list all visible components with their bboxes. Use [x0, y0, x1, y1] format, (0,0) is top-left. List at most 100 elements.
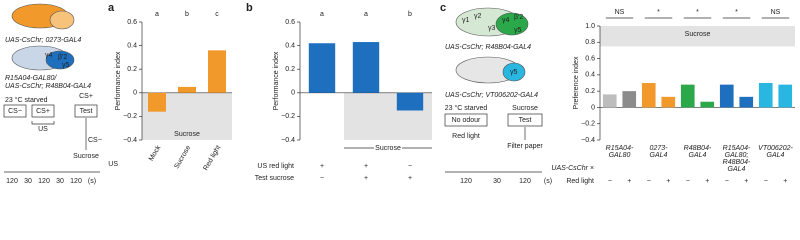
row-mark: +: [408, 175, 412, 182]
row-mark: −: [647, 178, 651, 185]
y-axis-label: Preference index: [573, 56, 580, 109]
shade-label: Sucrose: [685, 31, 711, 38]
brain-shape: [49, 10, 75, 30]
glomerulus: β′2: [514, 14, 523, 21]
y-tick-label: −0.4: [581, 137, 595, 144]
y-tick-label: 0.6: [285, 19, 295, 26]
genotype: UAS-CsChr; 0273-GAL4: [5, 37, 81, 44]
group-label: GAL80;: [725, 152, 749, 159]
row-label: Red light: [566, 178, 594, 185]
figure: UAS-CsChr; 0273-GAL4 γ4 β′2 γ5 R15A04-GA…: [3, 2, 795, 185]
group-label: GAL80: [609, 152, 631, 159]
condition: 23 °C starved: [445, 104, 488, 112]
row-label: Test sucrose: [255, 175, 294, 182]
panel-label: b: [246, 2, 253, 14]
brain-shape: [45, 50, 75, 70]
row-mark: −: [408, 163, 412, 170]
genotype: UAS-CsChr; R48B04-GAL4: [5, 83, 91, 90]
genotype: UAS-CsChr; R48B04-GAL4: [445, 44, 531, 51]
y-tick-label: 0.6: [127, 19, 137, 26]
y-tick-label: 0: [291, 90, 295, 97]
shade-label-bg: [374, 144, 402, 152]
step-box: [31, 104, 55, 118]
bar: [758, 83, 773, 108]
y-tick-label: 0.4: [585, 72, 595, 79]
glomerulus: γ5: [514, 27, 522, 34]
x-tick-label: Red light: [202, 144, 222, 171]
diagram-c: γ1 γ2 γ3 γ4 β′2 γ5 UAS-CsChr; R48B04-GAL…: [444, 7, 552, 185]
row-mark: +: [783, 178, 787, 185]
genotype: UAS-CsChr; VT006202-GAL4: [445, 92, 538, 99]
group-label: R15A04-: [606, 145, 634, 152]
group-label: R48B04-: [684, 145, 712, 152]
timeline: 30: [493, 178, 501, 185]
y-axis-label: Performance index: [115, 51, 122, 110]
glomerulus: γ5: [510, 69, 518, 76]
group-label: 0273-: [650, 145, 669, 152]
group-label: VT006202-: [758, 145, 793, 152]
glomerulus: γ5: [62, 62, 70, 69]
y-tick-label: 1.0: [585, 23, 595, 30]
bracket: [31, 121, 55, 125]
bar: [308, 43, 336, 93]
row-mark: −: [686, 178, 690, 185]
bar: [680, 84, 695, 108]
step-box: [3, 104, 27, 118]
row-mark: −: [608, 178, 612, 185]
shade-label: Sucrose: [174, 131, 200, 138]
bar: [700, 101, 715, 108]
significance-letter: c: [215, 11, 219, 18]
y-tick-label: 0.6: [585, 55, 595, 62]
group-label: R48B04-: [723, 159, 751, 166]
glomerulus: β′2: [58, 54, 67, 61]
glomerulus: γ2: [474, 13, 482, 20]
x-tick-label: Mock: [148, 144, 163, 162]
bar: [739, 96, 754, 108]
shade: [600, 26, 795, 47]
y-tick-label: 0: [591, 104, 595, 111]
step-label: CS+: [79, 93, 93, 100]
step-box: [507, 113, 543, 127]
brain-shape: [502, 62, 526, 82]
row-mark: +: [320, 163, 324, 170]
timeline: 30: [56, 178, 64, 185]
significance: NS: [615, 9, 625, 16]
step: Test: [80, 108, 93, 115]
glomerulus: γ4: [502, 17, 510, 24]
bar: [396, 92, 424, 111]
row-mark: +: [666, 178, 670, 185]
step-label: CS−: [88, 137, 102, 144]
x-tick-label: Sucrose: [173, 144, 192, 170]
glomerulus: γ4: [45, 52, 53, 59]
row-mark: +: [627, 178, 631, 185]
glomerulus: γ1: [462, 17, 470, 24]
row-mark: +: [744, 178, 748, 185]
bar: [208, 50, 226, 93]
y-tick-label: 0.2: [127, 66, 137, 73]
step: CS−: [8, 108, 22, 115]
row-mark: +: [364, 175, 368, 182]
row-label: US red light: [257, 163, 294, 170]
significance-letter: b: [408, 11, 412, 18]
y-tick-label: 0.4: [127, 42, 137, 49]
brain-shape: [495, 12, 529, 36]
diagram-a: UAS-CsChr; 0273-GAL4 γ4 β′2 γ5 R15A04-GA…: [3, 3, 102, 185]
y-tick-label: 0: [133, 90, 137, 97]
bar: [778, 84, 793, 108]
step: CS+: [36, 108, 50, 115]
significance: *: [735, 9, 738, 16]
significance-letter: b: [185, 11, 189, 18]
timeline: 120: [6, 178, 18, 185]
bar: [148, 92, 166, 112]
timeline: 120: [460, 178, 472, 185]
y-tick-label: 0.2: [585, 88, 595, 95]
step: No odour: [452, 117, 481, 124]
significance-letter: a: [320, 11, 324, 18]
significance: NS: [771, 9, 781, 16]
step-box: [74, 104, 98, 118]
row-label: US: [108, 161, 118, 168]
panel-label: a: [108, 2, 115, 14]
y-tick-label: 0.2: [285, 66, 295, 73]
step: Test: [519, 117, 532, 124]
row-mark: −: [764, 178, 768, 185]
